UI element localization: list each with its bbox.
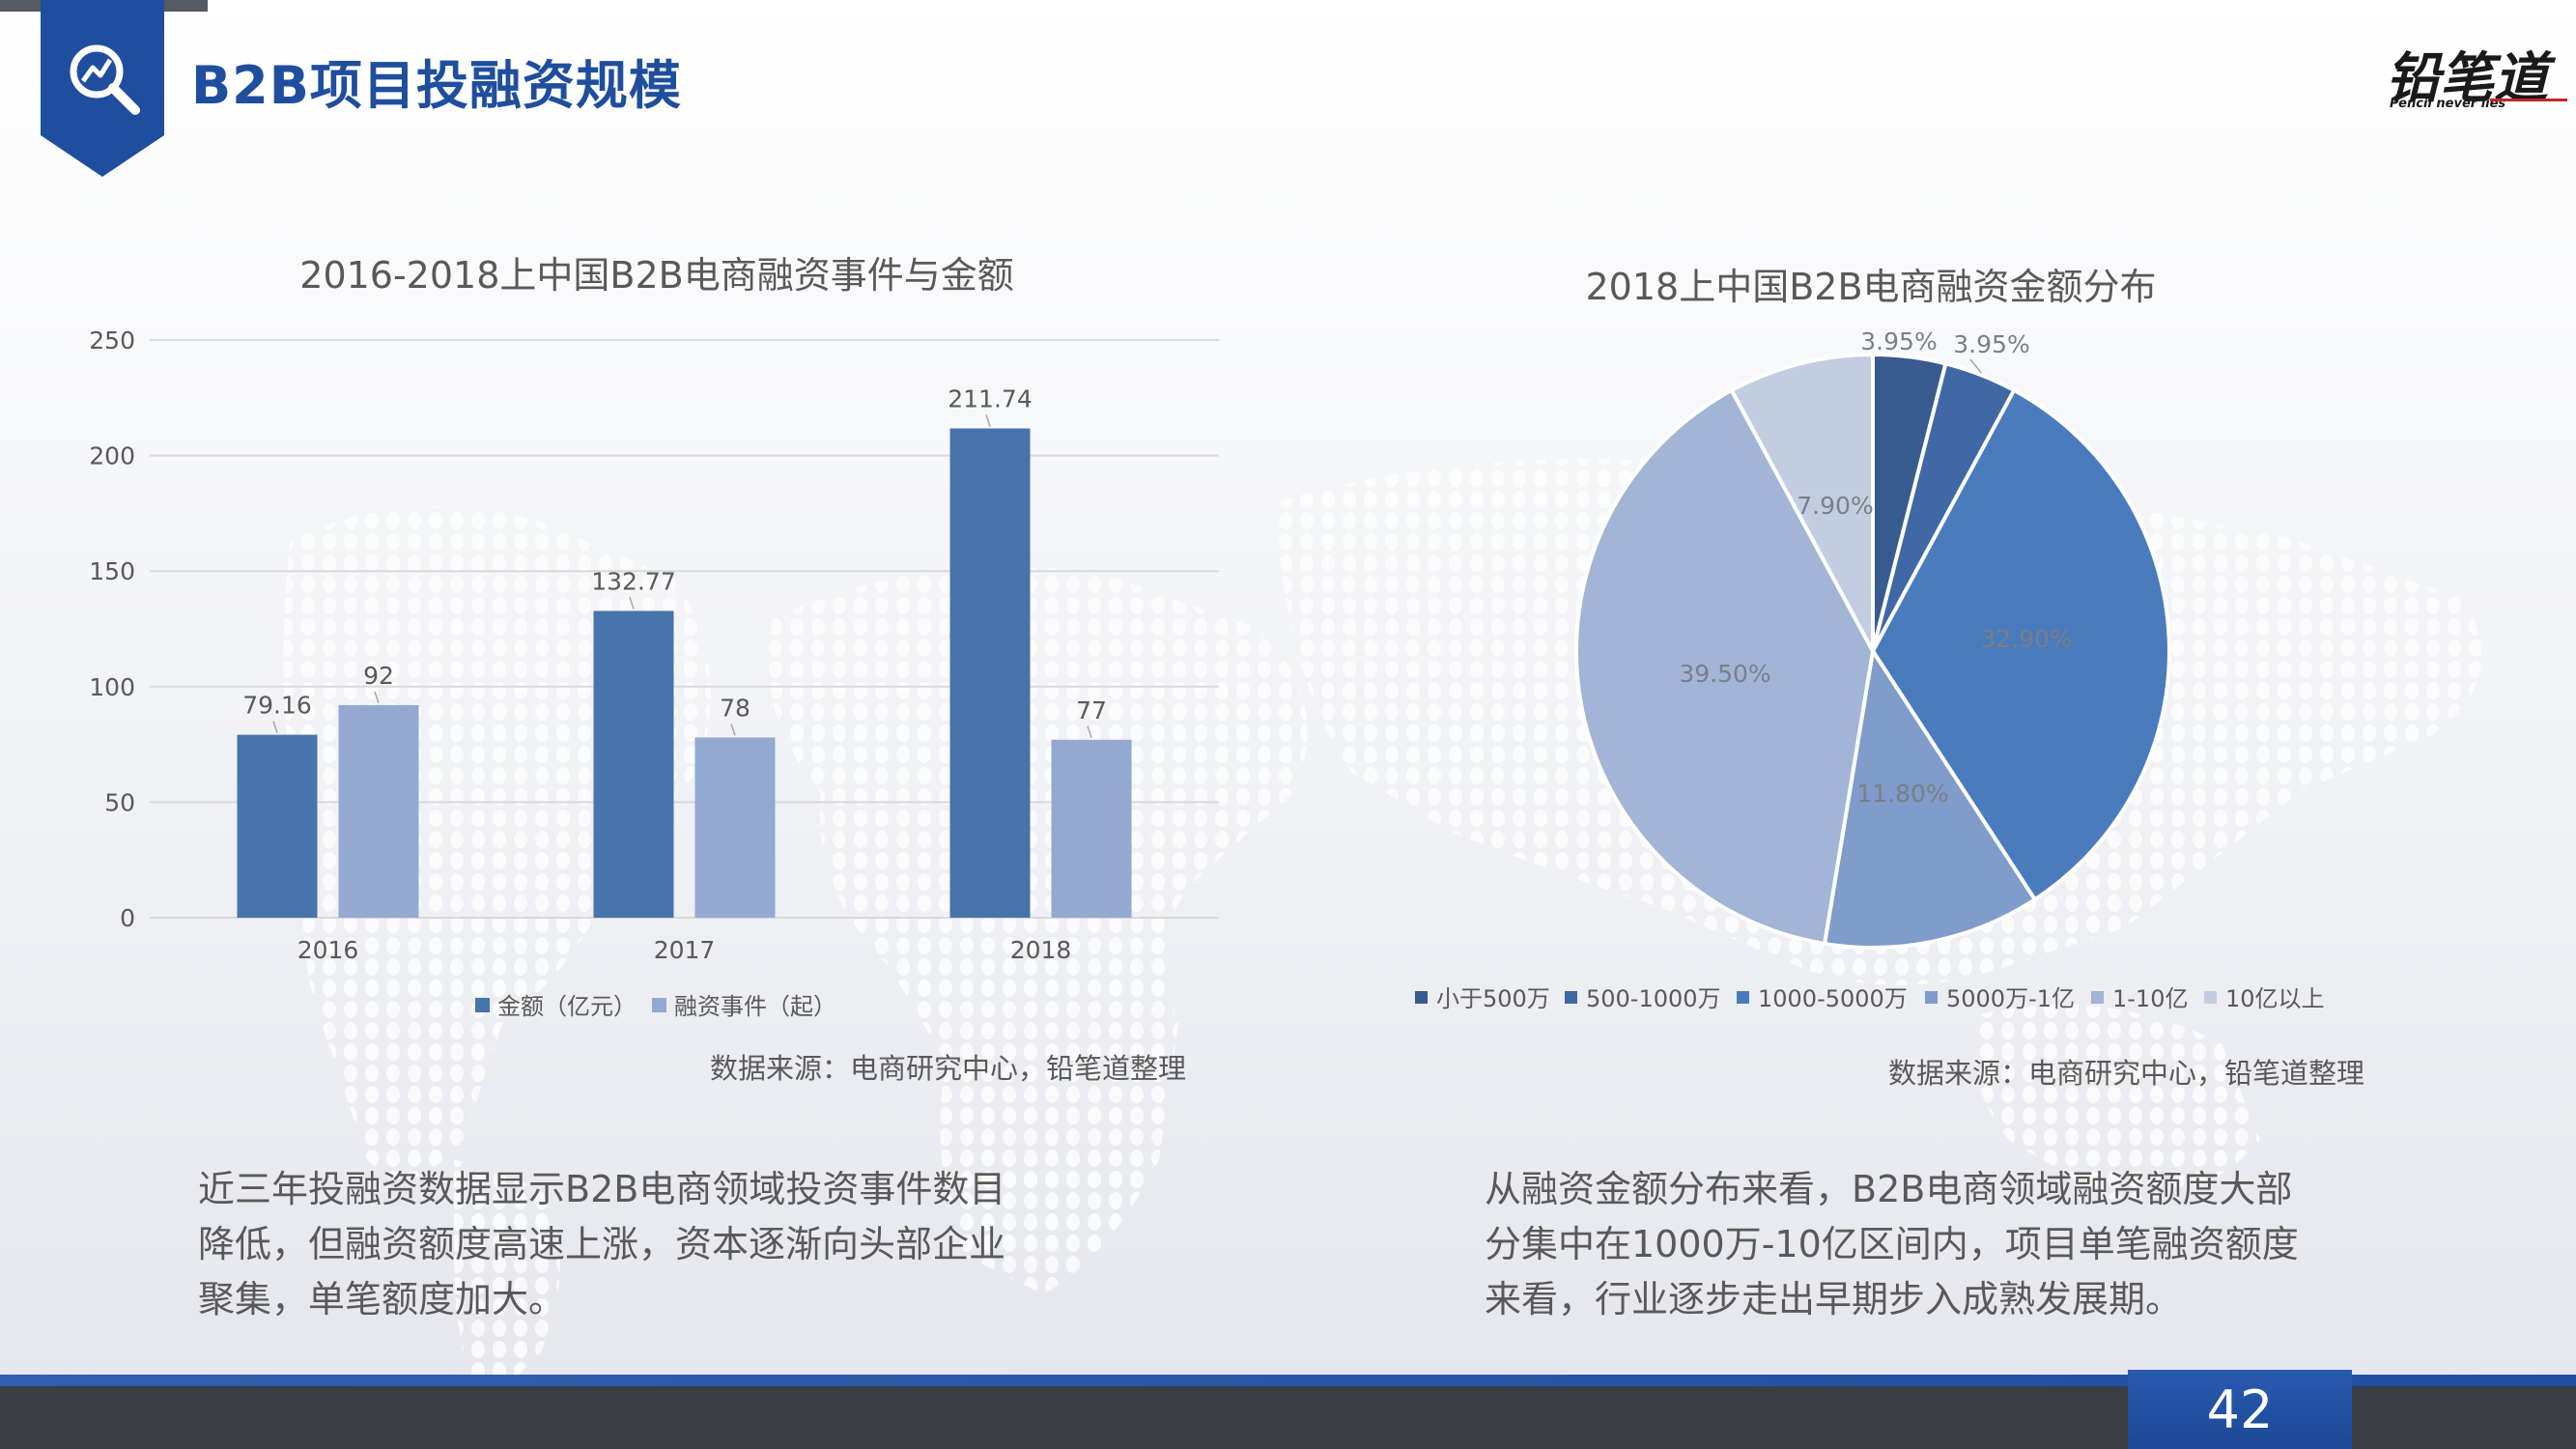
legend-swatch [2091, 991, 2104, 1004]
legend-swatch [2204, 991, 2217, 1004]
left-description-line: 降低，但融资额度高速上涨，资本逐渐向头部企业 [198, 1223, 1006, 1265]
bar-chart-data-labels: 79.16 92 132.77 78 211.74 77 [242, 385, 1107, 739]
legend-swatch [1925, 991, 1938, 1004]
pie-chart-legend: 小于500万 500-1000万 1000-5000万 5000万-1亿 1-10亿 10… [1415, 985, 2325, 1012]
y-tick-label: 250 [89, 327, 135, 355]
bar-chart-x-ticks: 2016 2017 2018 [297, 936, 1072, 964]
logo-underline [2490, 99, 2567, 101]
legend-label-amount: 金额（亿元） [497, 993, 637, 1020]
bar-chart-title: 2016-2018上中国B2B电商融资事件与金额 [299, 254, 1013, 297]
magnifier-chart-icon [70, 44, 140, 115]
bar-chart-bars [237, 428, 1132, 918]
data-label-leader [985, 414, 991, 427]
x-tick-label: 2016 [297, 936, 359, 964]
right-description-line: 从融资金额分布来看，B2B电商领域融资额度大部 [1485, 1168, 2293, 1210]
page-title: B2B项目投融资规模 [191, 55, 682, 116]
pie-slice [1729, 352, 1875, 652]
legend-label-events: 融资事件（起） [674, 993, 836, 1020]
data-label: 77 [1076, 696, 1107, 724]
y-tick-label: 50 [104, 788, 135, 816]
right-description-line: 分集中在1000万-10亿区间内，项目单笔融资额度 [1485, 1223, 2299, 1265]
pie-chart-title: 2018上中国B2B电商融资金额分布 [1585, 266, 2156, 308]
footer-accent-line [0, 1375, 2576, 1386]
legend-swatch [1415, 991, 1428, 1004]
pie-data-label: 32.90% [1980, 625, 2072, 653]
legend-label: 小于500万 [1436, 985, 1550, 1012]
data-label-leader [374, 691, 380, 704]
bar-amount [593, 611, 674, 918]
pie-data-label: 11.80% [1856, 780, 1948, 808]
left-description: 近三年投融资数据显示B2B电商领域投资事件数目 降低，但融资额度高速上涨，资本逐… [198, 1162, 1005, 1327]
pie-slice [1870, 387, 2171, 902]
y-tick-label: 100 [89, 673, 135, 701]
bar-chart-gridlines [150, 339, 1219, 919]
logo-tagline: Pencil never lies [2390, 97, 2506, 111]
company-logo: 铅笔道 Pencil never lies [2376, 29, 2569, 116]
right-description-line: 来看，行业逐步走出早期步入成熟发展期。 [1485, 1278, 2183, 1321]
data-label-leader [730, 724, 736, 736]
data-label: 132.77 [591, 567, 675, 595]
x-tick-label: 2017 [654, 936, 716, 964]
data-label-leader [1087, 725, 1092, 739]
bar-amount [237, 734, 318, 918]
legend-swatch [1565, 991, 1577, 1004]
left-description-line: 近三年投融资数据显示B2B电商领域投资事件数目 [198, 1168, 1006, 1210]
legend-label: 1000-5000万 [1758, 985, 1908, 1012]
legend-swatch [1737, 991, 1749, 1004]
pie-chart-slices [1573, 352, 2171, 950]
legend-label: 500-1000万 [1586, 985, 1721, 1012]
bar-events [338, 704, 419, 918]
y-tick-label: 0 [120, 904, 135, 932]
pie-chart: 2018上中国B2B电商融资金额分布 3.95% 3.95% 32.90% 11.80… [1415, 266, 2325, 1012]
data-label: 211.74 [948, 385, 1032, 413]
bar-chart: 2016-2018上中国B2B电商融资事件与金额 0 50 100 150 200 250… [89, 254, 1219, 1020]
y-tick-label: 200 [89, 442, 135, 470]
right-description: 从融资金额分布来看，B2B电商领域融资额度大部 分集中在1000万-10亿区间内… [1485, 1162, 2299, 1327]
title-badge [41, 0, 164, 177]
legend-swatch-amount [475, 998, 490, 1012]
pie-slice [1822, 645, 2038, 950]
pie-label-leader [1969, 358, 1982, 374]
right-chart-source: 数据来源：电商研究中心，铅笔道整理 [1888, 1057, 2365, 1090]
data-label-leader [272, 721, 278, 733]
bar-chart-legend: 金额（亿元） 融资事件（起） [475, 993, 836, 1020]
pie-data-label: 3.95% [1860, 327, 1937, 355]
pie-slice [1573, 387, 1876, 947]
y-tick-label: 150 [89, 557, 135, 585]
x-tick-label: 2018 [1010, 936, 1072, 964]
legend-label: 5000万-1亿 [1946, 985, 2075, 1012]
data-label: 92 [363, 662, 394, 690]
left-description-line: 聚集，单笔额度加大。 [198, 1278, 566, 1321]
data-label-leader [629, 597, 635, 610]
bar-events [694, 737, 776, 918]
legend-label: 1-10亿 [2112, 985, 2188, 1012]
page-number-box: 42 [2128, 1370, 2352, 1449]
bar-events [1051, 739, 1132, 918]
bar-amount [949, 428, 1031, 918]
legend-swatch-events [652, 998, 666, 1012]
data-label: 79.16 [242, 692, 312, 720]
bar-chart-y-ticks: 0 50 100 150 200 250 [89, 327, 135, 932]
page-number: 42 [2206, 1379, 2274, 1440]
pie-data-label: 39.50% [1679, 660, 1770, 688]
pie-chart-labels: 3.95% 3.95% 32.90% 11.80% 39.50% 7.90% [1679, 327, 2072, 808]
pie-data-label: 7.90% [1797, 492, 1873, 520]
legend-label: 10亿以上 [2225, 985, 2325, 1012]
data-label: 78 [720, 694, 750, 722]
pie-data-label: 3.95% [1953, 330, 2029, 358]
left-chart-source: 数据来源：电商研究中心，铅笔道整理 [710, 1052, 1187, 1085]
